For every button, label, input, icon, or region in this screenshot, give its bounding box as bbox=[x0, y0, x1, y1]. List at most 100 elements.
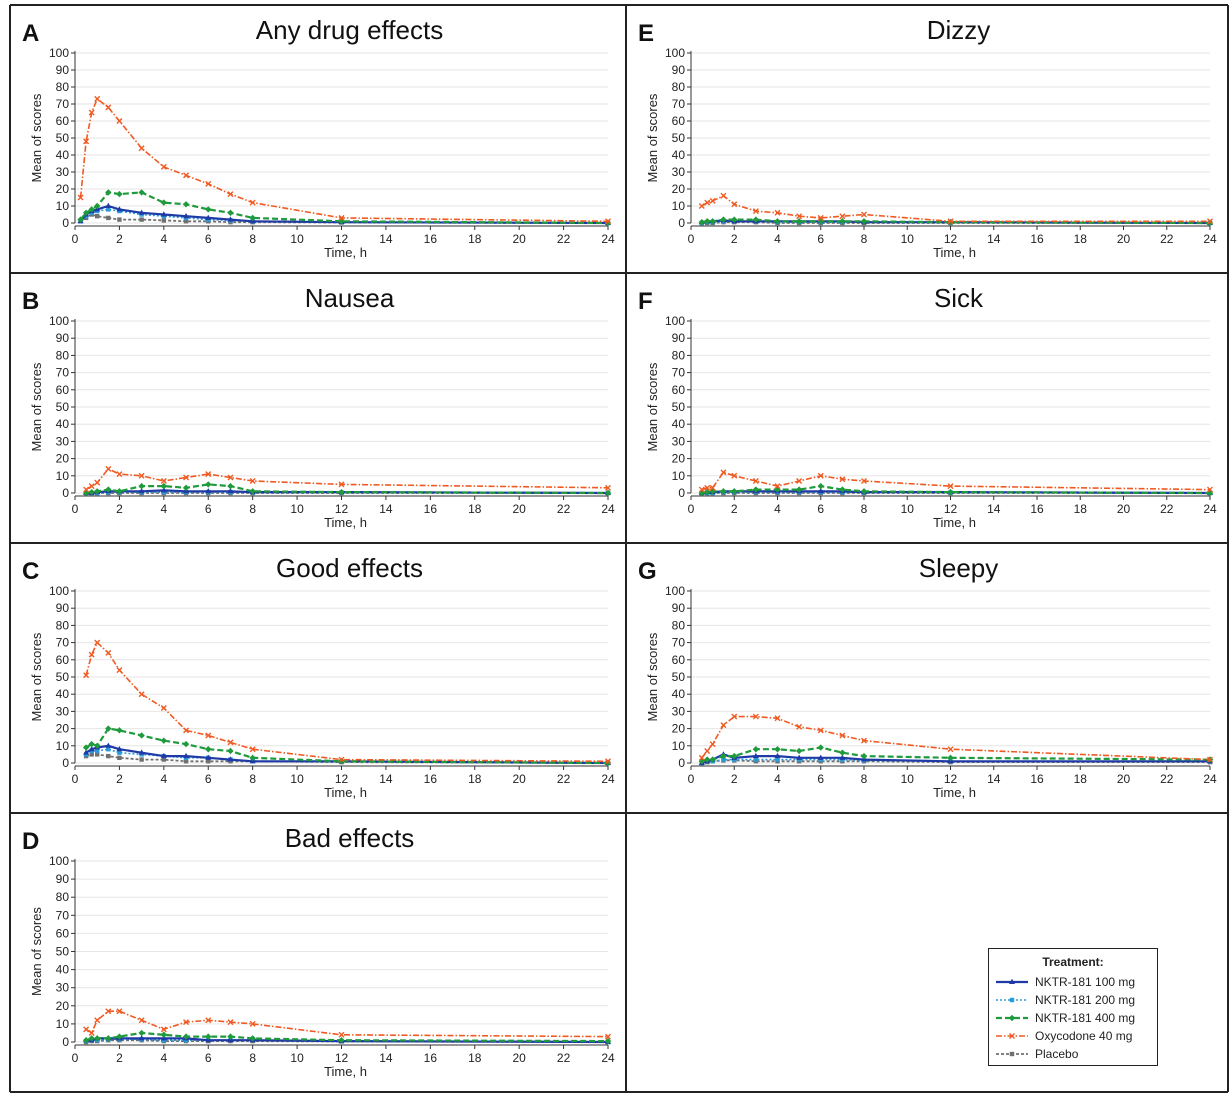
data-point bbox=[227, 216, 234, 222]
chart-title: Bad effects bbox=[285, 823, 415, 853]
data-point bbox=[795, 486, 803, 493]
data-point bbox=[720, 488, 727, 495]
data-point bbox=[205, 1033, 212, 1040]
data-point bbox=[227, 191, 234, 198]
data-point bbox=[698, 203, 705, 209]
y-tick-label: 50 bbox=[56, 945, 70, 959]
data-point bbox=[95, 752, 100, 757]
panel-letter: E bbox=[638, 20, 654, 47]
data-point bbox=[947, 483, 954, 490]
panel-c: 0 10 20 30 40 50 60 70 80 90 100 0 2 4 6 8 10 12 14 16 18 20 2… bbox=[10, 543, 626, 813]
y-tick-label: 0 bbox=[62, 216, 69, 230]
x-tick-label: 14 bbox=[379, 502, 393, 516]
x-tick-label: 8 bbox=[861, 772, 868, 786]
x-tick-label: 0 bbox=[72, 502, 79, 516]
data-point bbox=[160, 163, 167, 170]
x-tick-label: 0 bbox=[72, 772, 79, 786]
x-tick-label: 2 bbox=[731, 232, 738, 246]
y-tick-label: 90 bbox=[56, 63, 70, 77]
x-tick-label: 8 bbox=[861, 502, 868, 516]
y-tick-label: 60 bbox=[56, 653, 70, 667]
y-tick-label: 40 bbox=[56, 148, 70, 162]
series-nktr-181-400-mg bbox=[77, 189, 612, 227]
data-point bbox=[82, 209, 90, 216]
data-point bbox=[160, 482, 168, 490]
panel-letter: G bbox=[638, 558, 657, 585]
data-point bbox=[704, 199, 711, 206]
x-tick-label: 16 bbox=[424, 1051, 438, 1065]
series-oxycodone-40-mg bbox=[698, 713, 1213, 763]
data-point bbox=[817, 488, 824, 494]
data-point bbox=[88, 483, 95, 490]
data-point bbox=[817, 482, 824, 490]
y-axis-label: Mean of scores bbox=[29, 362, 44, 451]
data-point bbox=[752, 752, 759, 759]
data-point bbox=[117, 750, 122, 755]
x-tick-label: 12 bbox=[944, 232, 958, 246]
data-point bbox=[698, 489, 706, 497]
data-point bbox=[249, 1035, 256, 1042]
y-tick-label: 80 bbox=[56, 618, 70, 632]
data-point bbox=[731, 488, 738, 495]
x-tick-label: 10 bbox=[901, 232, 915, 246]
data-point bbox=[839, 476, 846, 483]
data-point bbox=[338, 214, 345, 221]
x-tick-label: 20 bbox=[1117, 772, 1131, 786]
x-tick-label: 18 bbox=[468, 502, 482, 516]
x-tick-label: 2 bbox=[116, 1051, 123, 1065]
y-tick-label: 10 bbox=[56, 469, 70, 483]
panel-a: 0 10 20 30 40 50 60 70 80 90 100 0 2 4 6 8 10 12 14 16 18 20 2… bbox=[10, 5, 626, 273]
x-tick-label: 12 bbox=[335, 232, 349, 246]
data-point bbox=[105, 202, 112, 208]
x-tick-label: 8 bbox=[249, 1051, 256, 1065]
legend-marker bbox=[1009, 997, 1015, 1003]
data-point bbox=[94, 202, 101, 210]
data-point bbox=[161, 757, 167, 762]
x-tick-label: 2 bbox=[731, 772, 738, 786]
data-point bbox=[249, 199, 256, 206]
x-tick-label: 16 bbox=[1030, 772, 1044, 786]
data-point bbox=[138, 749, 145, 755]
legend-label: NKTR-181 400 mg bbox=[1035, 1011, 1136, 1025]
legend-item: Placebo bbox=[995, 1045, 1155, 1063]
legend-label: NKTR-181 200 mg bbox=[1035, 993, 1136, 1007]
x-tick-label: 12 bbox=[944, 502, 958, 516]
data-point bbox=[88, 488, 95, 496]
data-point bbox=[1207, 756, 1213, 763]
data-point bbox=[704, 218, 711, 225]
chart-title: Sleepy bbox=[919, 553, 999, 583]
data-point bbox=[88, 206, 95, 213]
data-point bbox=[116, 190, 123, 198]
data-point bbox=[774, 218, 781, 225]
y-tick-label: 80 bbox=[56, 348, 70, 362]
y-tick-label: 10 bbox=[56, 1017, 70, 1031]
data-point bbox=[704, 484, 711, 491]
y-tick-label: 30 bbox=[672, 434, 686, 448]
x-tick-label: 20 bbox=[512, 772, 526, 786]
data-point bbox=[1207, 218, 1213, 225]
y-tick-label: 30 bbox=[56, 434, 70, 448]
y-tick-label: 50 bbox=[672, 670, 686, 684]
data-point bbox=[861, 477, 867, 484]
x-tick-label: 2 bbox=[116, 502, 123, 516]
data-point bbox=[138, 1017, 145, 1024]
data-point bbox=[138, 1035, 145, 1041]
data-point bbox=[709, 197, 716, 204]
x-tick-label: 14 bbox=[379, 772, 393, 786]
data-point bbox=[160, 737, 168, 744]
data-point bbox=[752, 486, 760, 493]
x-tick-label: 22 bbox=[557, 232, 571, 246]
y-tick-label: 20 bbox=[672, 452, 686, 466]
y-tick-label: 10 bbox=[56, 199, 70, 213]
x-tick-label: 0 bbox=[688, 232, 695, 246]
y-tick-label: 50 bbox=[672, 131, 686, 145]
legend-title: Treatment: bbox=[1042, 955, 1104, 969]
y-tick-label: 80 bbox=[672, 348, 686, 362]
x-tick-label: 24 bbox=[601, 232, 615, 246]
y-tick-label: 40 bbox=[56, 417, 70, 431]
y-tick-label: 100 bbox=[49, 584, 69, 598]
y-tick-label: 20 bbox=[672, 722, 686, 736]
y-tick-label: 30 bbox=[56, 165, 70, 179]
data-point bbox=[338, 488, 345, 496]
